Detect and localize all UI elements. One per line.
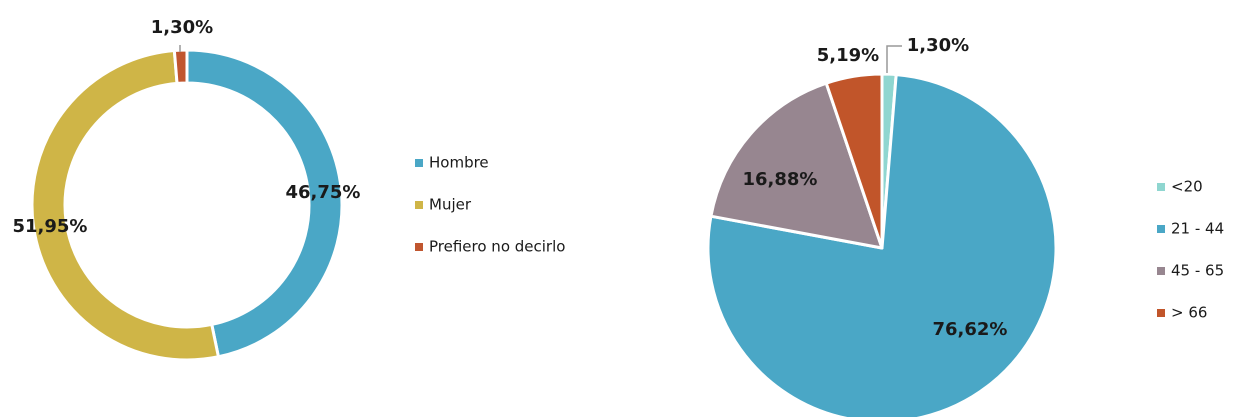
- data-label: 1,30%: [907, 35, 969, 56]
- legend-label: 21 - 44: [1171, 220, 1224, 238]
- pie-slice: [706, 73, 1058, 417]
- legend-label: <20: [1171, 178, 1203, 196]
- data-label: 5,19%: [817, 45, 879, 66]
- legend-swatch: [415, 201, 423, 209]
- data-label: 1,30%: [151, 17, 213, 38]
- legend-swatch: [1157, 183, 1165, 191]
- legend-swatch: [1157, 309, 1165, 317]
- leader-line: [886, 45, 902, 73]
- data-label: 46,75%: [286, 182, 361, 203]
- legend-swatch: [415, 159, 423, 167]
- pie-slice: [824, 72, 884, 250]
- data-label: 16,88%: [743, 169, 818, 190]
- legend-label: Prefiero no decirlo: [429, 238, 565, 256]
- legend-label: Mujer: [429, 196, 472, 214]
- donut-segment: [185, 48, 344, 359]
- data-label: 76,62%: [933, 319, 1008, 340]
- legend-label: > 66: [1171, 304, 1207, 322]
- legend-label: 45 - 65: [1171, 262, 1224, 280]
- donut-segment: [172, 48, 189, 85]
- legend-swatch: [415, 243, 423, 251]
- legend-swatch: [1157, 267, 1165, 275]
- legend-label: Hombre: [429, 154, 489, 172]
- donut-segment: [30, 49, 220, 362]
- legend-swatch: [1157, 225, 1165, 233]
- data-label: 51,95%: [13, 216, 88, 237]
